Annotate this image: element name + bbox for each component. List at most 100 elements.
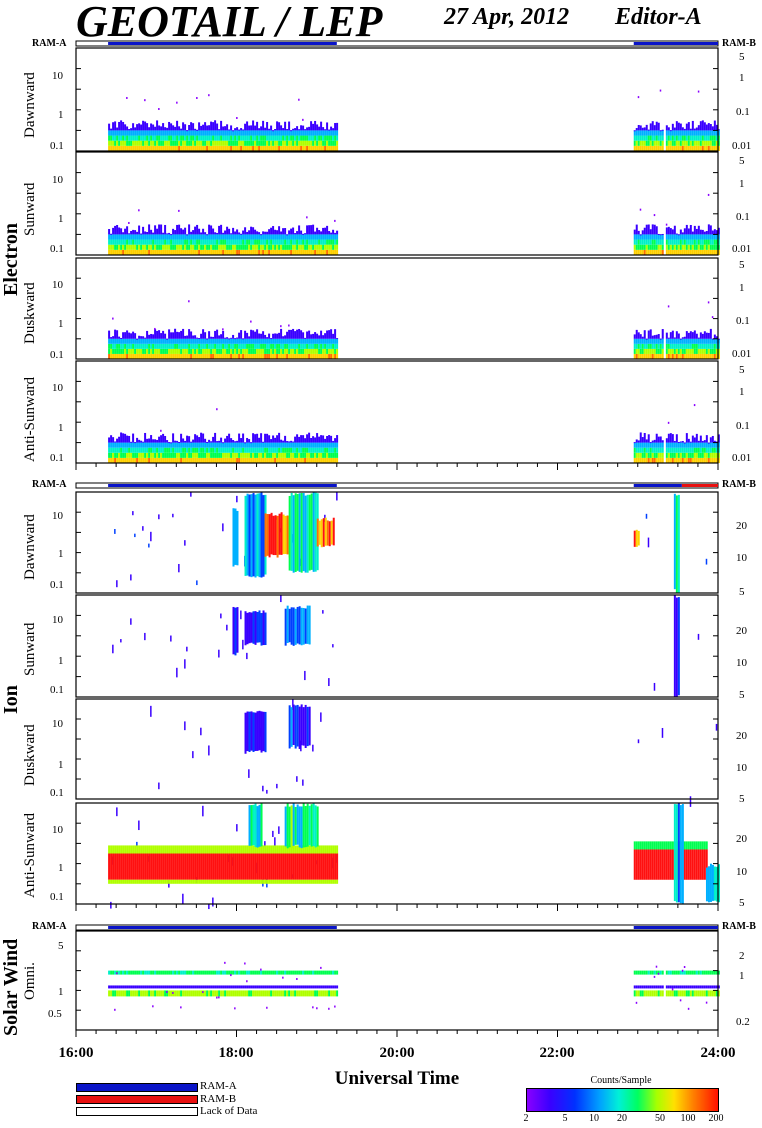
ytick-right: 5 [739,793,745,805]
spectrogram-cell [693,140,696,146]
spectrogram-cell [222,348,225,354]
xtick-label: 24:00 [700,1045,736,1061]
spectrogram-cell [651,990,654,997]
spectrogram-cell [272,353,275,359]
spectrogram-cell [288,705,291,749]
spectrogram-cell [132,244,135,250]
spectrogram-cell [206,457,209,463]
spectrogram-cell [320,970,323,975]
spectrogram-cell [150,140,153,146]
spectrogram-cell [188,249,191,255]
spectrogram-cell [334,845,337,854]
spectrogram-cell [240,330,243,339]
spectrogram-cell [276,338,279,344]
spectrogram-cell [310,990,313,997]
spectrogram-cell [328,348,331,354]
spectrogram-cell [328,853,331,880]
spectrogram-cell [264,130,267,136]
spectrogram-cell [144,99,146,102]
spectrogram-cell [230,249,233,255]
spectrogram-cell [142,239,145,245]
spectrogram-cell [208,845,211,854]
spectrogram-cell [286,234,289,236]
spectrogram-cell [164,127,167,131]
spectrogram-cell [687,353,690,359]
spectrogram-cell [639,130,642,136]
spectrogram-cell [268,234,271,240]
spectrogram-cell [252,244,255,250]
spectrogram-cell [294,135,297,141]
spectrogram-cell [669,140,672,146]
spectrogram-cell [112,985,115,989]
spectrogram-cell [653,234,656,240]
spectrogram-cell [252,249,255,255]
spectrogram-cell [266,452,269,458]
spectrogram-cell [715,457,718,463]
spectrogram-cell [154,145,157,151]
spectrogram-cell [226,990,229,997]
spectrogram-cell [154,439,157,443]
spectrogram-cell [152,990,155,997]
spectrogram-cell [246,343,249,349]
ytick-right: 2 [739,950,745,962]
spectrogram-cell [212,452,215,458]
spectrogram-cell [146,343,149,349]
spectrogram-cell [707,249,710,255]
electron-panel-frame [75,257,719,360]
spectrogram-cell [140,140,143,146]
spectrogram-cell [643,457,646,463]
spectrogram-cell [258,130,261,136]
spectrogram-cell [292,234,295,240]
spectrogram-cell [328,521,331,547]
spectrogram-cell [198,845,201,854]
spectrogram-cell [679,123,682,131]
spectrogram-cell [142,348,145,354]
spectrogram-cell [635,447,638,453]
spectrogram-cell [152,338,155,344]
spectrogram-cell [166,447,169,453]
spectrogram-cell [262,457,265,463]
spectrogram-cell [272,853,275,880]
spectrogram-cell [264,343,267,349]
spectrogram-cell [703,348,706,354]
spectrogram-cell [232,140,235,146]
spectrogram-cell [288,452,291,458]
spectrogram-cell [190,492,192,497]
spectrogram-cell [675,985,678,989]
spectrogram-cell [156,330,159,339]
spectrogram-cell [164,845,167,854]
spectrogram-cell [693,234,696,240]
ram-bar-segment [633,484,682,487]
spectrogram-cell [240,135,243,141]
spectrogram-cell [108,123,111,131]
spectrogram-cell [653,244,656,250]
spectrogram-cell [108,442,111,448]
spectrogram-cell [214,845,217,854]
spectrogram-cell [270,970,273,975]
spectrogram-cell [318,145,321,151]
spectrogram-cell [306,442,309,448]
spectrogram-cell [112,970,115,975]
spectrogram-cell [112,130,115,136]
spectrogram-cell [705,849,708,880]
spectrogram-cell [144,632,146,641]
spectrogram-cell [214,239,217,245]
spectrogram-cell [328,990,331,997]
spectrogram-cell [717,140,720,146]
spectrogram-cell [286,442,289,448]
spectrogram-cell [685,224,688,235]
spectrogram-cell [252,343,255,349]
spectrogram-cell [683,985,686,989]
spectrogram-cell [146,348,149,354]
spectrogram-cell [292,845,295,854]
spectrogram-cell [110,130,113,136]
spectrogram-cell [633,452,636,458]
spectrogram-cell [192,853,195,880]
spectrogram-cell [304,135,307,141]
spectrogram-cell [272,515,275,556]
spectrogram-cell [651,970,654,975]
spectrogram-cell [122,452,125,458]
spectrogram-cell [246,338,249,344]
spectrogram-cell [112,135,115,141]
spectrogram-cell [304,495,307,573]
